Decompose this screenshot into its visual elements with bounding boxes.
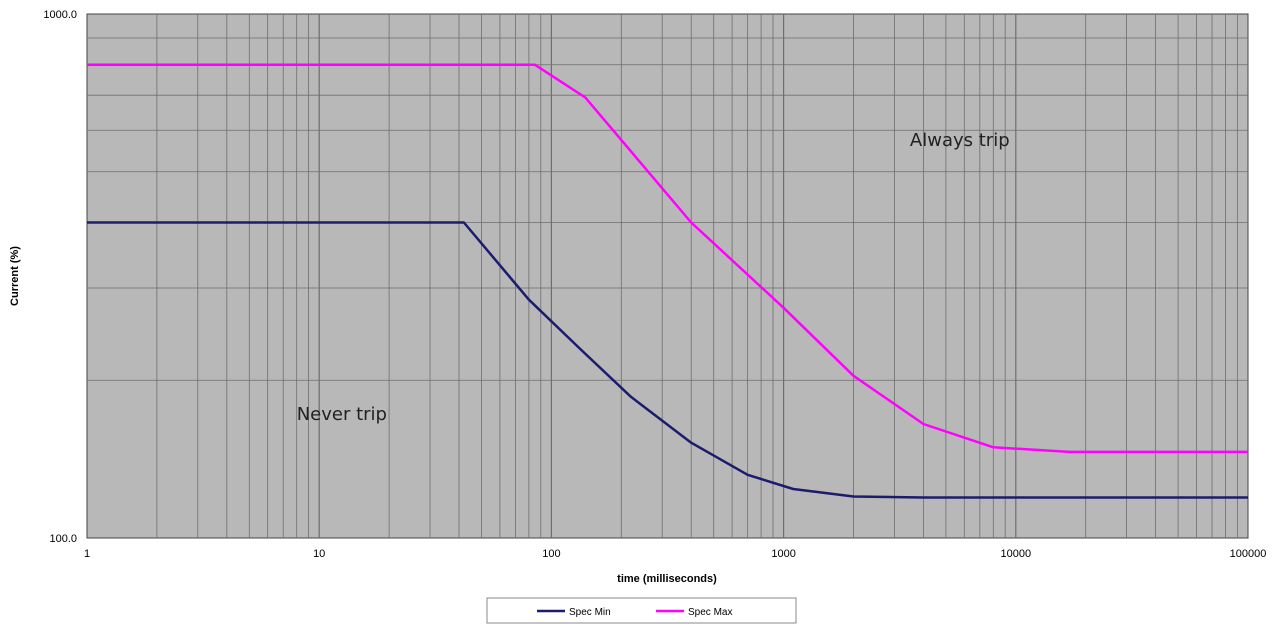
y-axis-label: Current (%) (9, 246, 21, 306)
series-line-spec-min (87, 221, 1248, 499)
plot-area (86, 13, 1249, 539)
legend: Spec Min Spec Max (486, 597, 797, 624)
y-tick-labels: 100.0 1000.0 (43, 9, 77, 545)
legend-label-spec-min: Spec Min (569, 607, 611, 618)
y-tick-label: 1000.0 (43, 9, 77, 21)
x-tick-label: 10 (313, 548, 325, 560)
x-tick-label: 100000 (1230, 548, 1267, 560)
annotation-always-trip: Always trip (910, 130, 1010, 151)
x-axis-label: time (milliseconds) (617, 573, 717, 585)
series-lines (87, 63, 1248, 499)
x-tick-label: 1000 (771, 548, 795, 560)
x-tick-labels: 1 10 100 1000 10000 100000 (84, 548, 1266, 560)
legend-label-spec-max: Spec Max (688, 607, 732, 618)
y-tick-label: 100.0 (49, 533, 77, 545)
x-tick-label: 10000 (1001, 548, 1032, 560)
series-line-spec-max (87, 63, 1248, 454)
annotation-never-trip: Never trip (297, 404, 387, 425)
legend-box (486, 597, 797, 624)
x-tick-label: 1 (84, 548, 90, 560)
x-tick-label: 100 (542, 548, 560, 560)
